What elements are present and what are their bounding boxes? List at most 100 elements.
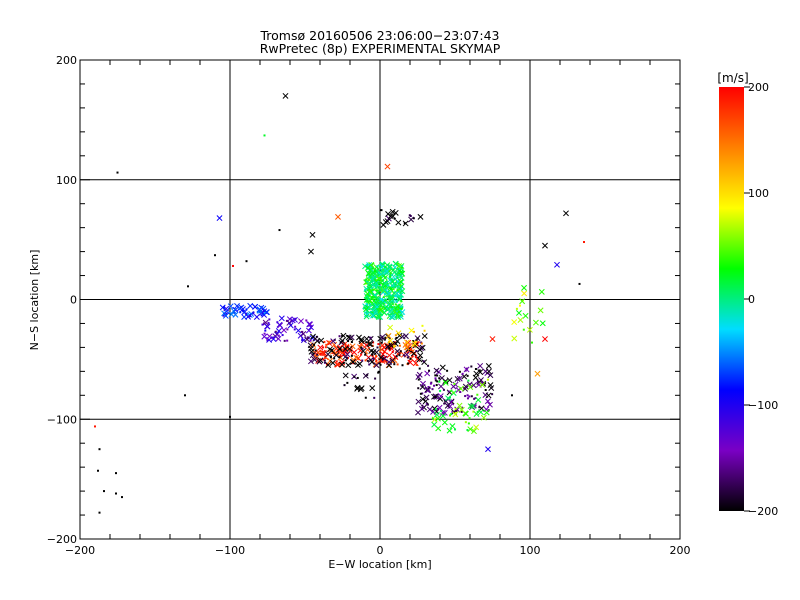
data-point-cross <box>256 306 263 313</box>
x-tick-label: −200 <box>65 544 95 557</box>
data-point-dot <box>374 377 377 380</box>
data-point-dot <box>484 382 487 385</box>
data-point-cross <box>416 371 423 378</box>
data-point-dot <box>374 276 377 279</box>
data-point-dot <box>446 369 449 372</box>
data-point-dot <box>394 334 397 337</box>
data-point-dot <box>364 353 367 356</box>
data-point-dot <box>374 287 377 290</box>
data-point-dot <box>368 303 371 306</box>
data-point-dot <box>402 354 405 357</box>
data-point-dot <box>98 448 101 451</box>
data-point-dot <box>412 344 415 347</box>
data-point-dot <box>472 410 475 413</box>
data-point-dot <box>408 360 411 363</box>
data-point-cross <box>515 310 522 316</box>
data-point-dot <box>468 395 471 398</box>
data-point-dot <box>373 288 376 291</box>
data-point-cross <box>370 349 377 355</box>
data-point-dot <box>346 356 349 359</box>
data-point-cross <box>408 216 415 223</box>
data-point-dot <box>438 380 441 383</box>
data-point-dot <box>371 311 374 314</box>
data-point-dot <box>390 312 393 315</box>
data-point-dot <box>116 171 119 174</box>
data-point-cross <box>425 387 432 394</box>
data-point-cross <box>317 357 324 364</box>
data-point-dot <box>389 275 392 278</box>
data-point-cross <box>477 409 484 416</box>
data-point-cross <box>388 294 394 301</box>
data-point-dot <box>389 279 392 282</box>
data-point-dot <box>267 321 270 324</box>
data-point-dot <box>301 339 304 342</box>
data-point-cross <box>446 427 453 434</box>
data-point-dot <box>325 343 328 346</box>
data-point-cross <box>419 396 426 403</box>
data-point-dot <box>384 299 387 302</box>
data-point-cross <box>405 339 412 346</box>
data-point-dot <box>396 273 399 276</box>
data-point-cross <box>338 339 345 346</box>
data-point-dot <box>264 311 267 314</box>
data-point-dot <box>224 313 227 316</box>
data-point-dot <box>530 341 533 344</box>
data-point-cross <box>483 409 490 416</box>
data-point-dot <box>262 312 265 315</box>
data-point-cross <box>511 335 518 342</box>
data-point-dot <box>417 378 420 381</box>
data-point-dot <box>390 285 393 288</box>
data-point-dot <box>344 359 347 362</box>
data-point-dot <box>396 289 399 292</box>
data-point-dot <box>371 292 374 295</box>
data-point-cross <box>381 287 388 294</box>
data-point-cross <box>219 304 226 311</box>
x-axis-label: E−W location [km] <box>328 558 431 571</box>
data-point-cross <box>456 402 463 409</box>
data-point-cross <box>485 446 491 453</box>
data-point-dot <box>484 389 487 392</box>
x-tick-label: −100 <box>215 544 245 557</box>
data-point-cross <box>387 286 394 293</box>
data-point-cross <box>537 307 544 314</box>
data-point-cross <box>364 346 371 353</box>
data-point-cross <box>467 403 474 410</box>
data-point-dot <box>399 284 402 287</box>
data-point-cross <box>484 398 491 405</box>
y-tick-label: 200 <box>56 54 77 67</box>
data-point-cross <box>394 338 401 345</box>
data-point-cross <box>232 311 239 318</box>
data-point-dot <box>440 409 443 412</box>
data-point-dot <box>578 282 581 285</box>
data-point-cross <box>485 392 492 399</box>
data-point-cross <box>430 408 437 415</box>
data-point-cross <box>383 269 390 276</box>
data-point-dot <box>414 340 417 343</box>
data-point-cross <box>266 333 273 340</box>
data-point-dot <box>385 299 388 302</box>
data-point-cross <box>307 358 314 365</box>
data-point-cross <box>441 419 448 426</box>
data-point-dot <box>286 328 289 331</box>
data-point-cross <box>416 346 423 353</box>
data-point-dot <box>458 370 461 373</box>
colorbar-tick-label: 100 <box>748 187 769 200</box>
data-point-cross <box>471 428 477 435</box>
data-point-dot <box>281 334 284 337</box>
data-point-cross <box>310 333 316 340</box>
data-point-dot <box>232 264 234 267</box>
data-point-dot <box>410 348 413 351</box>
data-point-cross <box>370 298 377 304</box>
data-point-dot <box>421 392 424 395</box>
data-point-cross <box>485 368 492 375</box>
data-point-dot <box>268 318 271 321</box>
data-point-cross <box>392 282 399 289</box>
data-point-cross <box>270 336 277 342</box>
data-point-cross <box>433 367 440 374</box>
data-point-cross <box>339 359 346 366</box>
axis-ticks <box>79 59 681 540</box>
data-point-dot <box>350 341 353 344</box>
colorbar-tick-label: 200 <box>748 81 769 94</box>
data-point-cross <box>230 307 237 314</box>
